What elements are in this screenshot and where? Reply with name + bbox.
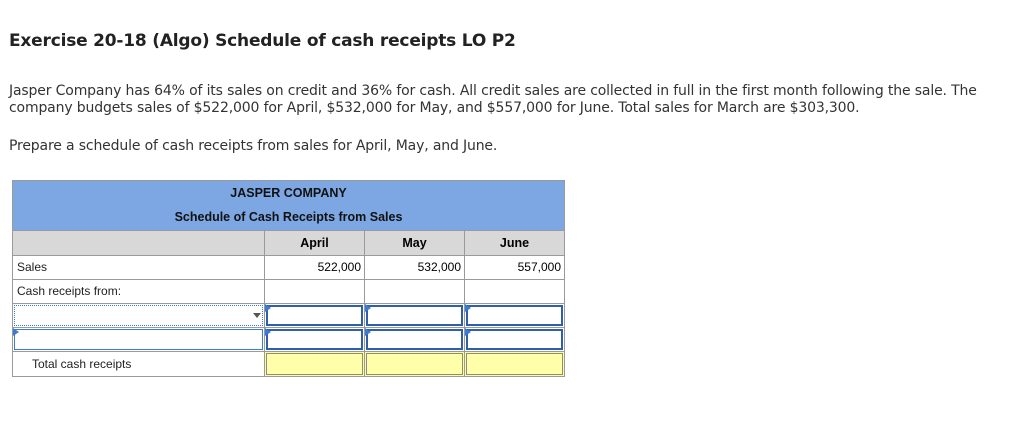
input-marker-icon [465,304,471,312]
receipt-source-row-1 [12,304,565,328]
cash-receipts-from-label: Cash receipts from: [17,284,122,298]
receipt-source-row-2 [12,328,565,352]
sales-row: Sales 522,000 532,000 557,000 [12,256,565,280]
may-input-2[interactable] [364,328,464,351]
blank-cell [464,280,564,303]
cash-receipts-schedule: JASPER COMPANY Schedule of Cash Receipts… [12,180,565,377]
april-input-2[interactable] [264,328,364,351]
column-header-april: April [264,231,364,255]
input-marker-icon [465,328,471,336]
sales-label: Sales [17,260,48,274]
input-marker-icon [265,304,271,312]
total-cash-receipts-label: Total cash receipts [32,357,132,371]
april-input-1[interactable] [264,304,364,327]
sales-june: 557,000 [464,256,564,279]
june-total-input[interactable] [464,352,564,376]
input-marker-icon [265,328,271,336]
receipt-source-input[interactable] [13,328,264,351]
dropdown-box[interactable] [14,305,263,326]
may-input-1[interactable] [364,304,464,327]
blank-cell [264,280,364,303]
column-header-blank [13,231,264,255]
column-header-row: April May June [12,231,565,256]
column-header-may: May [364,231,464,255]
schedule-subtitle: Schedule of Cash Receipts from Sales [12,205,565,231]
june-input-2[interactable] [464,328,564,351]
total-row: Total cash receipts [12,352,565,377]
april-total-input[interactable] [264,352,364,376]
input-marker-icon [365,328,371,336]
sales-april: 522,000 [264,256,364,279]
input-marker-icon [13,328,19,336]
may-total-input[interactable] [364,352,464,376]
exercise-description: Jasper Company has 64% of its sales on c… [9,83,977,116]
exercise-title: Exercise 20-18 (Algo) Schedule of cash r… [9,31,516,51]
input-marker-icon [365,304,371,312]
blank-cell [364,280,464,303]
column-header-june: June [464,231,564,255]
sales-may: 532,000 [364,256,464,279]
june-input-1[interactable] [464,304,564,327]
chevron-down-icon[interactable] [253,313,261,318]
company-name: JASPER COMPANY [12,180,565,205]
exercise-instruction: Prepare a schedule of cash receipts from… [9,138,498,154]
cash-receipts-from-row: Cash receipts from: [12,280,565,304]
receipt-source-dropdown[interactable] [13,304,264,327]
